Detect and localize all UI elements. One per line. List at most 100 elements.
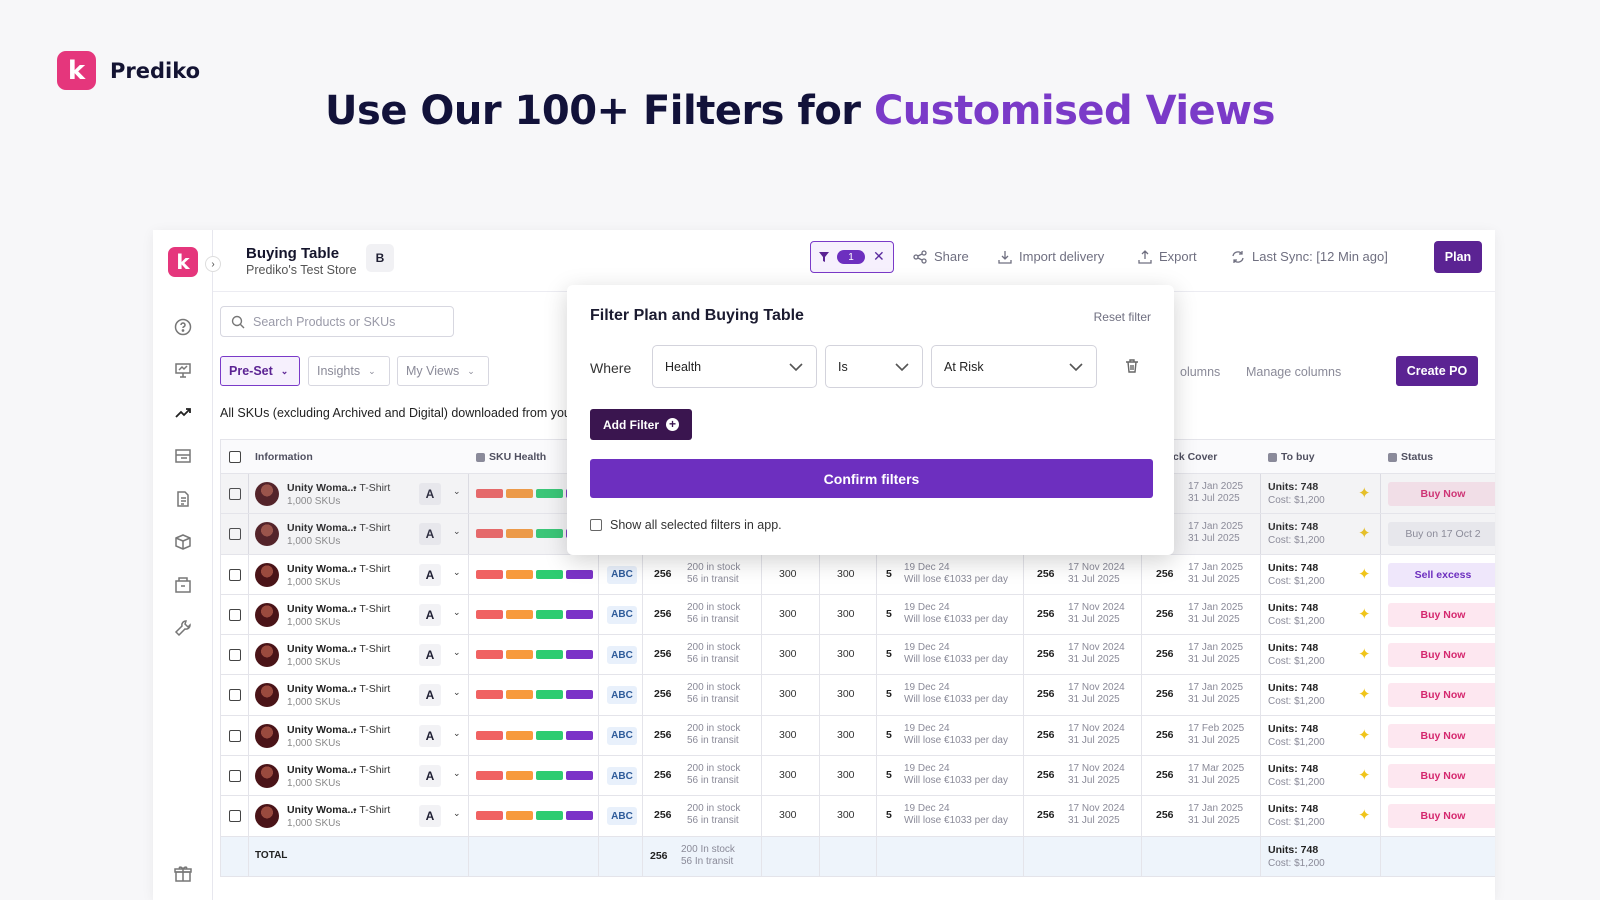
- status-button[interactable]: Buy Now: [1388, 643, 1495, 668]
- table-row[interactable]: Unity Woma... • T-Shirt 1,000 SKUs A ⌄ A…: [220, 796, 1495, 837]
- status-button[interactable]: Sell excess: [1388, 562, 1495, 587]
- export-button[interactable]: Export: [1138, 249, 1197, 264]
- sparkle-icon[interactable]: ✦: [1358, 767, 1371, 785]
- gift-icon[interactable]: [173, 864, 193, 884]
- chevron-down-icon[interactable]: ⌄: [453, 647, 461, 658]
- chevron-down-icon[interactable]: ⌄: [453, 486, 461, 496]
- sparkle-icon[interactable]: ✦: [1358, 565, 1371, 583]
- table-icon[interactable]: [173, 446, 193, 466]
- sparkle-icon[interactable]: ✦: [1358, 485, 1371, 502]
- show-all-checkbox[interactable]: [590, 519, 602, 531]
- status-button[interactable]: Buy Now: [1388, 482, 1495, 506]
- reset-filter-link[interactable]: Reset filter: [1093, 310, 1151, 324]
- header-stock-cover[interactable]: ck Cover: [1173, 451, 1218, 463]
- search-input[interactable]: Search Products or SKUs: [220, 306, 454, 337]
- row-checkbox[interactable]: [229, 608, 241, 621]
- chevron-down-icon[interactable]: ⌄: [453, 687, 461, 698]
- status-button[interactable]: Buy Now: [1388, 723, 1495, 748]
- sync-status[interactable]: Last Sync: [12 Min ago]: [1231, 249, 1388, 264]
- sidebar-expand-icon[interactable]: ›: [205, 256, 221, 272]
- row-checkbox[interactable]: [229, 649, 241, 662]
- product-name[interactable]: Unity Woma...: [287, 683, 357, 696]
- table-row[interactable]: Unity Woma... • T-Shirt 1,000 SKUs A ⌄ A…: [220, 554, 1495, 595]
- grade-badge[interactable]: A: [419, 724, 441, 747]
- sparkle-icon[interactable]: ✦: [1358, 686, 1371, 704]
- grade-badge[interactable]: A: [419, 805, 441, 828]
- table-row[interactable]: Unity Woma... • T-Shirt 1,000 SKUs A ⌄ A…: [220, 675, 1495, 716]
- sparkle-icon[interactable]: ✦: [1358, 605, 1371, 623]
- table-row[interactable]: Unity Woma... • T-Shirt 1,000 SKUs A ⌄ A…: [220, 715, 1495, 757]
- table-row[interactable]: Unity Woma... • T-Shirt 1,000 SKUs A ⌄ A…: [220, 756, 1495, 797]
- add-filter-button[interactable]: Add Filter +: [590, 409, 692, 440]
- table-row[interactable]: Unity Woma... • T-Shirt 1,000 SKUs A ⌄ A…: [220, 635, 1495, 676]
- manage-columns-link[interactable]: Manage columns: [1246, 365, 1342, 379]
- product-name[interactable]: Unity Woma...: [287, 723, 357, 736]
- chevron-down-icon[interactable]: ⌄: [453, 808, 461, 819]
- import-delivery-button[interactable]: Import delivery: [998, 249, 1104, 264]
- store-badge[interactable]: B: [366, 244, 394, 272]
- grade-badge[interactable]: A: [419, 483, 441, 505]
- row-checkbox[interactable]: [229, 528, 241, 541]
- show-all-filters-option[interactable]: Show all selected filters in app.: [590, 518, 782, 532]
- filter-field-select[interactable]: Health: [652, 345, 817, 388]
- insights-dropdown[interactable]: Insights ⌄: [308, 356, 390, 386]
- row-checkbox[interactable]: [229, 770, 241, 783]
- row-checkbox[interactable]: [229, 689, 241, 702]
- product-name[interactable]: Unity Woma...: [287, 522, 357, 535]
- grade-badge[interactable]: A: [419, 684, 441, 707]
- table-row[interactable]: Unity Woma... • T-Shirt 1,000 SKUs A ⌄ A…: [220, 594, 1495, 636]
- store-icon[interactable]: [173, 575, 193, 595]
- confirm-filters-button[interactable]: Confirm filters: [590, 459, 1153, 498]
- columns-link[interactable]: olumns: [1180, 365, 1221, 379]
- product-name[interactable]: Unity Woma...: [287, 562, 357, 575]
- row-checkbox[interactable]: [229, 810, 241, 823]
- chevron-down-icon[interactable]: ⌄: [453, 526, 461, 537]
- chevron-down-icon[interactable]: ⌄: [453, 606, 461, 617]
- grade-badge[interactable]: A: [419, 644, 441, 667]
- sparkle-icon[interactable]: ✦: [1358, 646, 1371, 664]
- document-icon[interactable]: [173, 489, 193, 509]
- chevron-down-icon[interactable]: ⌄: [453, 566, 461, 577]
- row-checkbox[interactable]: [229, 568, 241, 581]
- row-checkbox[interactable]: [229, 729, 241, 742]
- plan-button[interactable]: Plan: [1434, 241, 1482, 273]
- trash-icon[interactable]: [1124, 358, 1140, 374]
- status-button[interactable]: Buy Now: [1388, 804, 1495, 829]
- header-information[interactable]: Information: [255, 451, 313, 463]
- presentation-icon[interactable]: [173, 360, 193, 380]
- product-name[interactable]: Unity Woma...: [287, 643, 357, 656]
- sparkle-icon[interactable]: ✦: [1358, 726, 1371, 744]
- status-button[interactable]: Buy Now: [1388, 602, 1495, 627]
- box-icon[interactable]: [173, 532, 193, 552]
- wrench-icon[interactable]: [173, 618, 193, 638]
- product-name[interactable]: Unity Woma...: [287, 764, 357, 777]
- product-name[interactable]: Unity Woma...: [287, 602, 357, 615]
- status-button[interactable]: Buy on 17 Oct 2: [1388, 522, 1495, 547]
- product-name[interactable]: Unity Woma...: [287, 482, 357, 494]
- select-all-checkbox[interactable]: [229, 451, 241, 463]
- header-status[interactable]: Status: [1388, 451, 1433, 463]
- filter-value-select[interactable]: At Risk: [931, 345, 1097, 388]
- filter-operator-select[interactable]: Is: [825, 345, 923, 388]
- create-po-button[interactable]: Create PO: [1396, 356, 1478, 386]
- share-button[interactable]: Share: [913, 249, 969, 264]
- preset-dropdown[interactable]: Pre-Set ⌄: [220, 356, 300, 386]
- active-filter-chip[interactable]: 1 ✕: [810, 241, 894, 273]
- chevron-down-icon[interactable]: ⌄: [453, 727, 461, 738]
- app-logo[interactable]: k: [168, 247, 198, 277]
- sparkle-icon[interactable]: ✦: [1358, 807, 1371, 825]
- header-to-buy[interactable]: To buy: [1268, 451, 1315, 463]
- chevron-down-icon[interactable]: ⌄: [453, 768, 461, 779]
- clear-filter-icon[interactable]: ✕: [873, 249, 885, 265]
- grade-badge[interactable]: A: [419, 603, 441, 626]
- grade-badge[interactable]: A: [419, 563, 441, 586]
- header-sku-health[interactable]: SKU Health: [476, 451, 546, 463]
- grade-badge[interactable]: A: [419, 765, 441, 788]
- grade-badge[interactable]: A: [419, 523, 441, 546]
- row-checkbox[interactable]: [229, 488, 241, 500]
- status-button[interactable]: Buy Now: [1388, 683, 1495, 708]
- my-views-dropdown[interactable]: My Views ⌄: [397, 356, 489, 386]
- product-name[interactable]: Unity Woma...: [287, 804, 357, 817]
- sparkle-icon[interactable]: ✦: [1358, 525, 1371, 543]
- trend-icon[interactable]: [173, 403, 193, 423]
